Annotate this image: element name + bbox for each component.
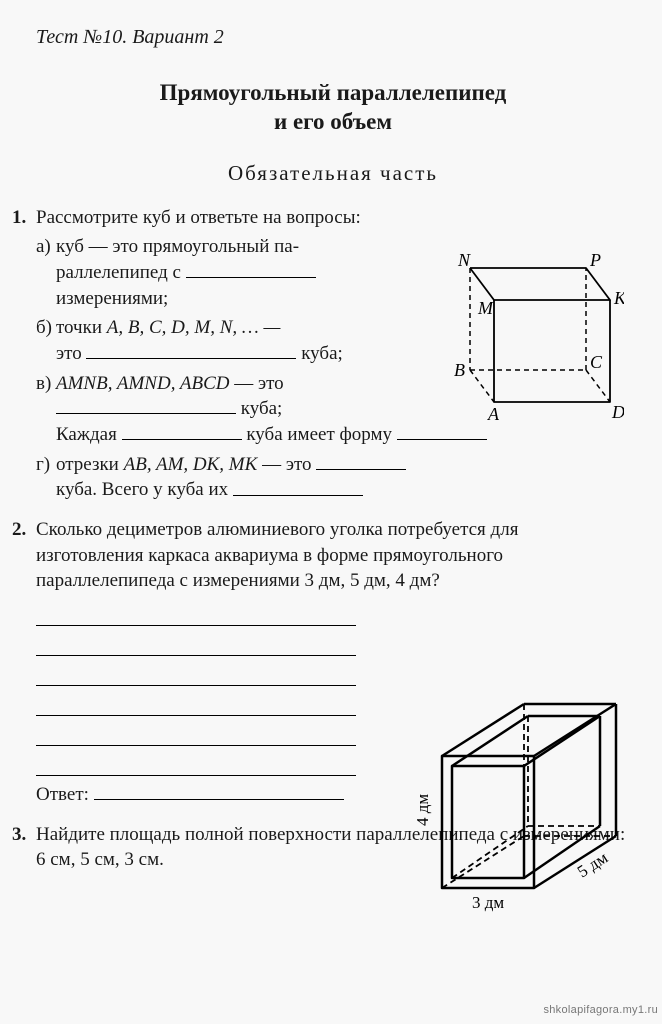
label-A: A	[487, 404, 500, 424]
blank-g2[interactable]	[233, 477, 363, 495]
sub-a-text2: раллелепипед с	[56, 262, 181, 283]
problem-3-number: 3.	[12, 822, 26, 848]
sub-g-text1: отрезки	[56, 454, 124, 475]
label-N: N	[457, 252, 471, 270]
solution-line[interactable]	[36, 602, 356, 626]
answer-label: Ответ:	[36, 784, 89, 805]
blank-a[interactable]	[186, 260, 316, 278]
label-width: 3 дм	[472, 893, 504, 912]
sub-v-text3: Каждая	[56, 424, 117, 445]
title-line-2: и его объем	[36, 108, 630, 137]
section-title: Обязательная часть	[36, 159, 630, 187]
solution-line[interactable]	[36, 752, 356, 776]
problem-1-number: 1.	[12, 205, 26, 231]
sub-b-text3: куба;	[301, 343, 343, 364]
sub-a-label: а)	[36, 234, 51, 260]
label-M: M	[477, 298, 494, 318]
sub-g-label: г)	[36, 452, 50, 478]
sub-a-text1: куб — это прямоугольный па-	[56, 236, 299, 257]
sub-v-text1: — это	[234, 373, 283, 394]
sub-v-text4: куба имеет форму	[246, 424, 392, 445]
watermark: shkolapifagora.my1.ru	[543, 1003, 658, 1018]
sub-g: г) отрезки AB, AM, DK, MK — это куба. Вс…	[56, 452, 630, 503]
sub-b-text1: точки	[56, 317, 107, 338]
cube-figure: N P K M C B A D	[448, 252, 624, 424]
sub-a-text3: измерениями;	[56, 288, 168, 309]
title-line-1: Прямоугольный параллелепипед	[36, 79, 630, 108]
label-depth: 5 дм	[574, 848, 612, 882]
main-title: Прямоугольный параллелепипед и его объем	[36, 79, 630, 137]
problem-2-text: Сколько дециметров алюминиевого уголка п…	[36, 517, 630, 594]
sub-v-label: в)	[36, 371, 51, 397]
solution-line[interactable]	[36, 692, 356, 716]
sub-v-ital: AMNB, AMND, ABCD	[56, 373, 229, 394]
solution-line[interactable]	[36, 632, 356, 656]
test-header: Тест №10. Вариант 2	[36, 24, 630, 51]
blank-v2[interactable]	[122, 422, 242, 440]
sub-v-text2: куба;	[241, 398, 283, 419]
blank-b[interactable]	[86, 341, 296, 359]
sub-b-points: A, B, C, D, M, N, … —	[107, 317, 281, 338]
sub-g-text3: куба. Всего у куба их	[56, 480, 228, 501]
label-B: B	[454, 360, 465, 380]
label-D: D	[611, 402, 624, 422]
sub-g-text2: — это	[262, 454, 311, 475]
label-K: K	[613, 288, 624, 308]
blank-g1[interactable]	[316, 452, 406, 470]
label-height: 4 дм	[414, 794, 432, 826]
solution-line[interactable]	[36, 722, 356, 746]
problem-2-number: 2.	[12, 517, 26, 543]
label-C: C	[590, 352, 603, 372]
problem-1-intro: Рассмотрите куб и ответьте на вопросы:	[36, 205, 630, 231]
blank-v1[interactable]	[56, 396, 236, 414]
solution-line[interactable]	[36, 662, 356, 686]
blank-v3[interactable]	[397, 422, 487, 440]
sub-g-ital: AB, AM, DK, MK	[124, 454, 258, 475]
answer-blank[interactable]	[94, 782, 344, 800]
sub-a: а) куб — это прямоугольный па- раллелепи…	[56, 234, 366, 311]
sub-b: б) точки A, B, C, D, M, N, … — это куба;	[56, 315, 366, 366]
sub-b-label: б)	[36, 315, 52, 341]
aquarium-diagram: 4 дм 3 дм 5 дм	[414, 696, 630, 928]
sub-b-text2: это	[56, 343, 82, 364]
label-P: P	[589, 252, 601, 270]
